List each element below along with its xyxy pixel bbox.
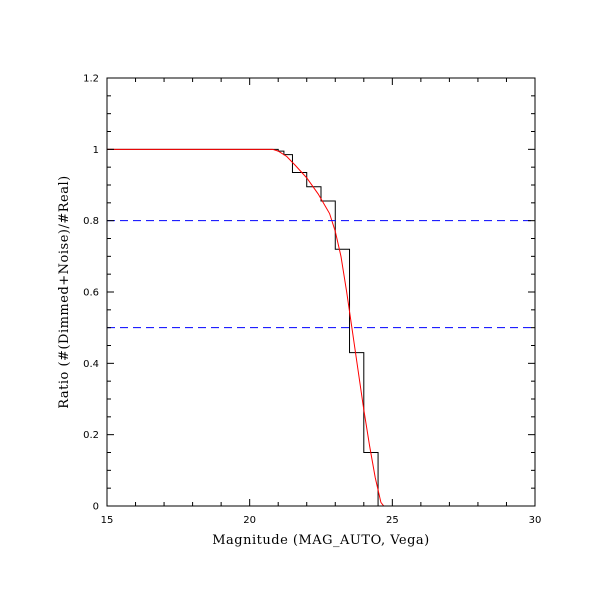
tick-labels: 15 20 25 30 0 0.2 0.4 0.6 0.8 1 1.2 (83, 74, 541, 527)
y-tick-label: 0.2 (83, 430, 99, 441)
x-tick-label: 15 (101, 515, 114, 526)
y-tick-label: 0.8 (83, 216, 99, 227)
x-axis-label: Magnitude (MAG_AUTO, Vega) (212, 533, 430, 548)
y-tick-label: 0.4 (83, 359, 99, 370)
y-tick-label: 1 (93, 145, 99, 156)
y-tick-label: 0.6 (83, 288, 99, 299)
y-axis-label: Ratio (#(Dimmed+Noise)/#Real) (57, 175, 72, 408)
x-tick-label: 25 (386, 515, 399, 526)
histogram-step-0 (107, 148, 535, 507)
fit-curve-1 (107, 148, 535, 507)
y-tick-label: 1.2 (83, 74, 99, 85)
tick-marks (106, 77, 536, 507)
x-tick-label: 30 (529, 515, 542, 526)
y-tick-label: 0 (93, 502, 99, 513)
plot-content (107, 148, 535, 507)
x-tick-label: 20 (243, 515, 256, 526)
plot-frame (106, 77, 536, 507)
